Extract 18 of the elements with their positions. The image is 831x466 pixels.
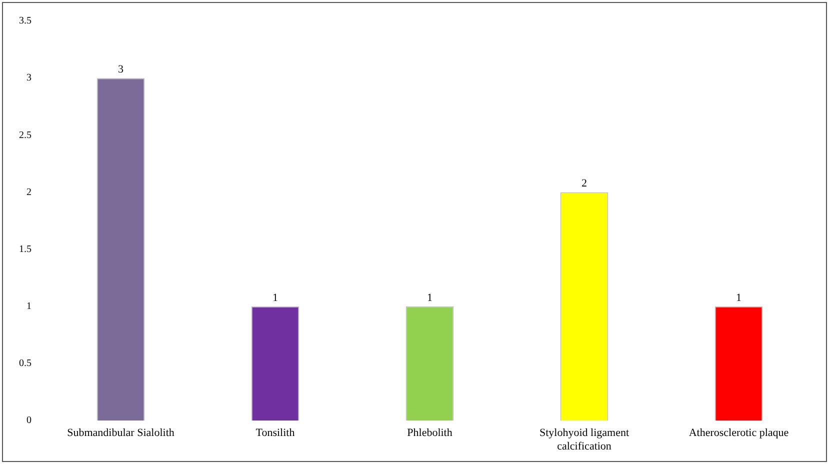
- y-tick-label: 1: [26, 301, 32, 312]
- data-label: 2: [582, 178, 587, 190]
- x-tick-label: Submandibular Sialolith: [67, 427, 175, 440]
- data-label: 1: [427, 292, 432, 304]
- x-tick-label: Phlebolith: [407, 427, 453, 440]
- y-tick-label: 0.5: [19, 358, 32, 370]
- x-tick-label: Tonsilith: [256, 427, 296, 440]
- y-tick-label: 0: [26, 415, 32, 426]
- data-label: 1: [272, 292, 278, 304]
- y-tick-label: 2.5: [19, 130, 32, 141]
- data-label: 3: [118, 63, 124, 76]
- y-tick-label: 2: [26, 186, 32, 198]
- x-tick-label: Atherosclerotic plaque: [688, 427, 789, 440]
- y-tick-label: 3.5: [19, 16, 32, 27]
- x-tick-label: Stylohyoid ligament calcification: [539, 427, 630, 452]
- y-tick-label: 3: [26, 72, 32, 84]
- y-tick-label: 1.5: [19, 244, 32, 255]
- data-label: 1: [736, 292, 742, 304]
